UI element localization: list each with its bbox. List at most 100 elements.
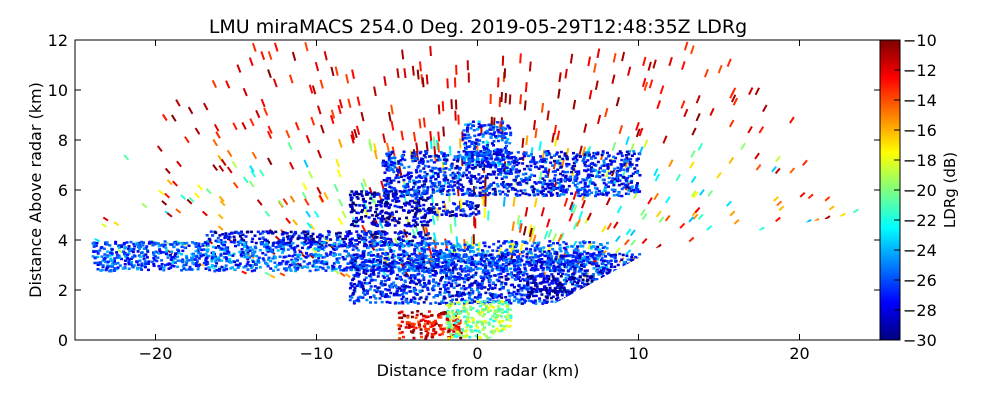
echo-pixel [566,294,569,297]
echo-pixel [604,255,607,258]
echo-pixel [453,203,456,206]
echo-pixel [191,262,194,265]
echo-pixel [319,233,322,236]
echo-pixel [546,275,549,278]
echo-pixel [275,246,278,249]
echo-pixel [443,258,446,261]
echo-pixel [356,272,359,275]
echo-pixel [414,221,417,224]
echo-pixel [171,261,174,264]
echo-pixel [164,240,167,243]
echo-pixel [513,291,516,294]
echo-pixel [463,243,466,246]
echo-pixel [586,275,589,278]
echo-pixel [572,256,575,259]
echo-pixel [383,262,386,265]
echo-pixel [384,233,387,236]
echo-pixel [484,263,487,266]
echo-pixel [402,209,405,212]
echo-pixel [458,249,461,252]
echo-pixel [255,255,258,257]
echo-pixel [103,248,106,251]
echo-pixel [606,242,609,245]
echo-pixel [102,264,105,267]
echo-pixel [375,208,378,211]
echo-pixel [564,273,567,276]
echo-pixel [364,243,367,246]
echo-pixel [389,301,392,304]
echo-pixel [374,297,377,300]
echo-pixel [372,220,375,223]
echo-pixel [551,282,554,285]
echo-pixel [439,293,442,296]
echo-pixel [352,248,355,251]
echo-pixel [496,250,499,253]
echo-pixel [398,217,401,220]
echo-pixel [236,259,239,262]
echo-pixel [429,237,432,240]
echo-pixel [498,258,501,261]
echo-pixel [360,296,363,299]
echo-pixel [410,225,413,228]
echo-pixel [255,242,258,245]
echo-pixel [384,283,387,286]
echo-pixel [96,262,99,265]
echo-pixel [441,213,444,216]
echo-pixel [368,241,371,244]
echo-pixel [578,285,581,288]
echo-pixel [561,158,564,161]
echo-pixel [302,230,305,233]
echo-pixel [472,251,475,254]
echo-pixel [486,297,489,300]
echo-pixel [502,287,505,290]
echo-pixel [190,268,193,271]
echo-pixel [492,281,495,284]
echo-pixel [152,263,155,266]
echo-pixel [271,257,274,260]
echo-pixel [378,266,381,269]
echo-pixel [391,242,394,245]
echo-pixel [560,275,563,278]
echo-pixel [430,203,433,206]
echo-pixel [123,242,126,245]
echo-pixel [596,246,599,249]
echo-pixel [492,243,495,246]
echo-pixel [373,191,376,194]
echo-pixel [440,269,443,272]
echo-pixel [298,235,301,238]
echo-pixel [584,270,587,273]
echo-speckle [450,146,451,156]
echo-pixel [459,268,462,271]
echo-pixel [394,224,397,227]
echo-pixel [423,224,426,227]
echo-pixel [402,291,405,294]
echo-pixel [246,246,249,249]
echo-pixel [353,225,356,228]
echo-pixel [384,257,387,260]
echo-pixel [460,265,463,268]
echo-pixel [195,262,198,265]
echo-pixel [191,257,194,260]
echo-pixel [463,293,466,296]
echo-pixel [395,200,398,203]
echo-pixel [350,296,353,299]
echo-pixel [541,177,544,180]
echo-pixel [393,179,396,182]
echo-pixel [455,213,458,216]
echo-pixel [369,301,372,304]
echo-pixel [492,259,495,262]
echo-pixel [346,266,349,269]
echo-pixel [241,248,244,251]
echo-pixel [532,157,535,160]
echo-pixel [461,208,464,211]
echo-speckle [534,120,535,130]
echo-pixel [266,263,269,266]
echo-pixel [517,258,520,261]
echo-pixel [579,241,582,244]
echo-pixel [281,233,284,236]
echo-speckle [526,135,527,145]
echo-pixel [532,159,535,162]
echo-pixel [536,288,539,291]
echo-pixel [477,261,480,264]
